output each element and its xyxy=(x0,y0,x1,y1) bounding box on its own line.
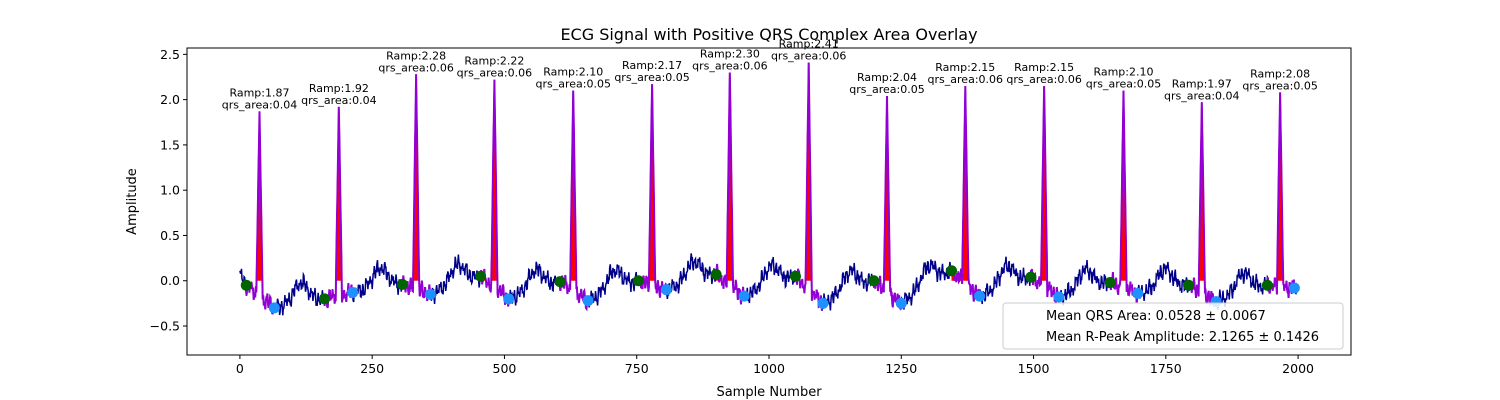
y-tick-label-5: 2.0 xyxy=(160,92,180,107)
q-point-8 xyxy=(789,270,801,282)
q-point-2 xyxy=(319,293,331,305)
s-point-2 xyxy=(347,287,359,299)
qrs-segment-7 xyxy=(715,72,746,305)
qrs-segment-9 xyxy=(872,95,903,311)
x-tick-label-250: 250 xyxy=(360,361,384,376)
y-tick-label-1: 0.0 xyxy=(160,273,180,288)
qrs-area-label-14: qrs_area:0.05 xyxy=(1242,79,1317,92)
s-point-4 xyxy=(503,293,515,305)
y-tick-label-3: 1.0 xyxy=(160,183,180,198)
q-point-11 xyxy=(1025,271,1037,283)
qrs-area-label-3: qrs_area:0.06 xyxy=(378,61,453,74)
r-peak-label-8: Ramp:2.41 xyxy=(779,37,839,50)
r-peak-label-13: Ramp:1.97 xyxy=(1172,77,1232,90)
r-peak-label-3: Ramp:2.28 xyxy=(386,49,446,62)
x-tick-label-1000: 1000 xyxy=(753,361,785,376)
qrs-area-label-6: qrs_area:0.05 xyxy=(614,71,689,84)
y-tick-label-2: 0.5 xyxy=(160,228,180,243)
x-tick-label-750: 750 xyxy=(625,361,649,376)
qrs-area-label-11: qrs_area:0.06 xyxy=(1006,73,1081,86)
s-point-3 xyxy=(424,288,436,300)
qrs-area-label-9: qrs_area:0.05 xyxy=(849,83,924,96)
r-peak-label-4: Ramp:2.22 xyxy=(464,55,524,68)
r-peak-label-14: Ramp:2.08 xyxy=(1250,67,1310,80)
qrs-area-fill-4 xyxy=(480,79,509,281)
x-axis-title: Sample Number xyxy=(716,385,822,400)
q-point-3 xyxy=(396,278,408,290)
x-tick-label-1250: 1250 xyxy=(885,361,917,376)
r-peak-label-11: Ramp:2.15 xyxy=(1014,61,1074,74)
legend-box xyxy=(1002,302,1344,350)
x-tick-label-1500: 1500 xyxy=(1018,361,1050,376)
x-tick-label-500: 500 xyxy=(493,361,517,376)
plot-area: Ramp:1.87qrs_area:0.04Ramp:1.92qrs_area:… xyxy=(222,37,1318,316)
x-tick-label-1750: 1750 xyxy=(1150,361,1182,376)
q-point-9 xyxy=(868,275,880,287)
q-point-7 xyxy=(710,268,722,280)
x-tick-label-0: 0 xyxy=(236,361,244,376)
q-point-5 xyxy=(554,276,566,288)
y-tick-label-6: 2.5 xyxy=(160,47,180,62)
s-point-5 xyxy=(582,295,594,307)
qrs-area-fill-3 xyxy=(402,74,431,281)
qrs-area-label-7: qrs_area:0.06 xyxy=(692,59,767,72)
r-peak-label-5: Ramp:2.10 xyxy=(543,66,603,79)
q-point-1 xyxy=(240,279,252,291)
x-tick-label-2000: 2000 xyxy=(1282,361,1314,376)
qrs-area-fill-2 xyxy=(324,106,353,281)
qrs-segment-8 xyxy=(794,62,824,311)
chart-title: ECG Signal with Positive QRS Complex Are… xyxy=(560,25,977,44)
r-peak-label-12: Ramp:2.10 xyxy=(1093,66,1153,79)
qrs-area-fill-6 xyxy=(638,84,667,281)
s-point-10 xyxy=(974,290,986,302)
q-point-13 xyxy=(1183,279,1195,291)
q-point-10 xyxy=(946,265,958,277)
s-point-11 xyxy=(1053,291,1065,303)
s-point-1 xyxy=(268,302,280,314)
r-peak-label-1: Ramp:1.87 xyxy=(229,86,289,99)
r-peak-label-7: Ramp:2.30 xyxy=(700,47,760,60)
r-peak-label-6: Ramp:2.17 xyxy=(622,59,682,72)
qrs-area-fill-7 xyxy=(716,72,745,281)
q-point-14 xyxy=(1261,279,1273,291)
y-tick-label-0: −0.5 xyxy=(150,319,180,334)
qrs-area-label-13: qrs_area:0.04 xyxy=(1164,89,1239,102)
qrs-area-fill-10 xyxy=(951,86,980,281)
qrs-area-label-10: qrs_area:0.06 xyxy=(928,73,1003,86)
qrs-area-label-2: qrs_area:0.04 xyxy=(301,94,376,107)
legend: Mean QRS Area: 0.0528 ± 0.0067 Mean R-Pe… xyxy=(1002,302,1344,350)
s-point-7 xyxy=(738,290,750,302)
s-point-9 xyxy=(895,297,907,309)
r-peak-label-2: Ramp:1.92 xyxy=(309,82,369,95)
y-tick-label-4: 1.5 xyxy=(160,137,180,152)
s-point-14 xyxy=(1288,282,1300,294)
s-point-6 xyxy=(660,284,672,296)
r-peak-label-9: Ramp:2.04 xyxy=(857,71,917,84)
r-peak-label-10: Ramp:2.15 xyxy=(935,61,995,74)
qrs-area-label-12: qrs_area:0.05 xyxy=(1086,78,1161,91)
q-point-4 xyxy=(475,270,487,282)
q-point-12 xyxy=(1104,277,1116,289)
y-axis-title: Amplitude xyxy=(125,168,140,235)
legend-entry-mean-r-peak-amplitude: Mean R-Peak Amplitude: 2.1265 ± 0.1426 xyxy=(1046,330,1319,345)
qrs-segment-1 xyxy=(245,111,276,315)
qrs-area-label-4: qrs_area:0.06 xyxy=(457,67,532,80)
axes: 0 250 500 750 1000 1250 1500 1750 2000 −0.5 0.0 0.5… xyxy=(150,47,1352,376)
legend-entry-mean-qrs-area: Mean QRS Area: 0.0528 ± 0.0067 xyxy=(1046,309,1266,324)
s-point-12 xyxy=(1132,287,1144,299)
qrs-area-label-1: qrs_area:0.04 xyxy=(222,98,297,111)
s-point-8 xyxy=(817,297,829,309)
qrs-area-label-8: qrs_area:0.06 xyxy=(771,49,846,62)
q-point-6 xyxy=(632,275,644,287)
qrs-area-label-5: qrs_area:0.05 xyxy=(536,78,611,91)
